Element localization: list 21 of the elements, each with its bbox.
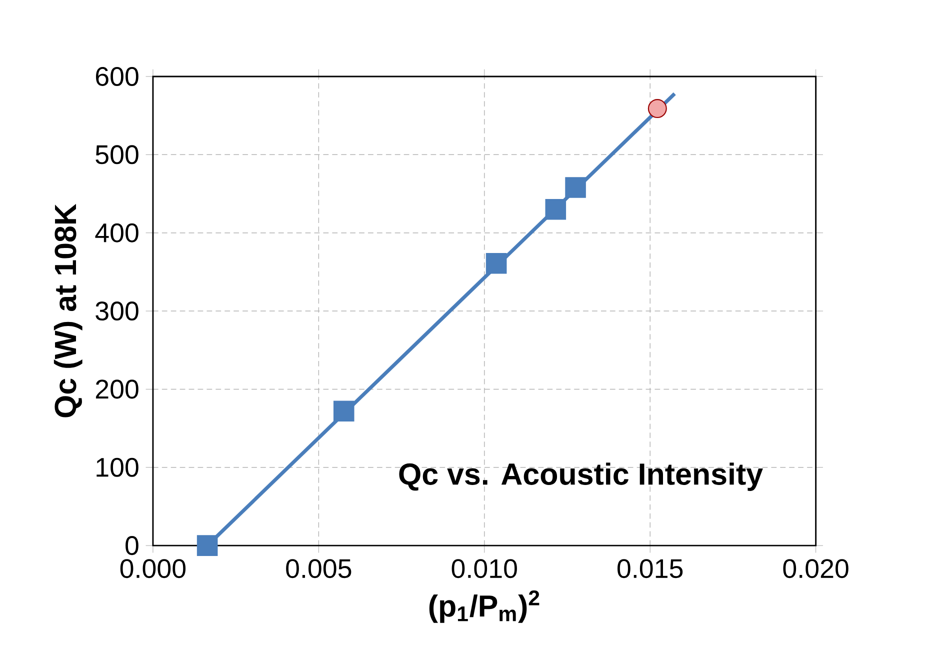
x-tick-label: 0.005 [286, 559, 352, 578]
y-axis-title: Qc (W) at 108K [54, 204, 82, 418]
x-tick-label: 0.015 [618, 559, 683, 578]
point [545, 199, 566, 220]
y-tick-label: 100 [96, 458, 138, 477]
y-tick-label: 200 [96, 380, 138, 399]
point [196, 535, 218, 556]
y-tick-label: 0 [126, 536, 138, 556]
y-tick-label: 600 [96, 67, 138, 86]
x-tick-label: 0.020 [783, 559, 848, 578]
x-tick-label: 0.000 [120, 559, 186, 578]
y-tick-label: 400 [95, 223, 138, 242]
text: Qc vs. Acoustic Intensity [399, 462, 763, 492]
point [648, 99, 667, 118]
y-tick-label: 300 [96, 302, 138, 321]
x-tick-label: 0.010 [452, 559, 517, 578]
point [333, 400, 354, 422]
point [486, 253, 507, 274]
x-axis-title: (p$_{1}$/P$_{m}$)$^{2}$ [429, 590, 540, 623]
y-tick-label: 500 [96, 145, 138, 164]
point [565, 177, 586, 198]
